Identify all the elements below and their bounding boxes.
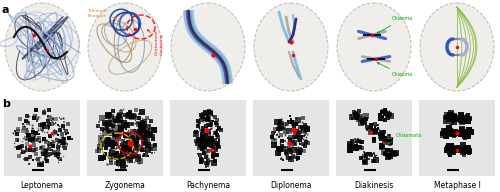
Text: b: b: [2, 99, 10, 109]
Ellipse shape: [420, 3, 494, 91]
Ellipse shape: [337, 3, 411, 91]
Bar: [253, 100, 329, 176]
Text: Metaphase I: Metaphase I: [434, 181, 480, 190]
Text: Chiasma: Chiasma: [378, 63, 413, 78]
Bar: [4, 100, 80, 176]
Text: Pachynema: Pachynema: [186, 181, 230, 190]
Bar: [87, 100, 163, 176]
Text: Telomere
Bouquet: Telomere Bouquet: [87, 9, 117, 19]
Ellipse shape: [171, 3, 245, 91]
Bar: [419, 100, 495, 176]
Text: a: a: [2, 5, 10, 15]
Bar: [170, 100, 246, 176]
Text: Diplonema: Diplonema: [270, 181, 312, 190]
Text: Chiasma: Chiasma: [377, 17, 413, 33]
Ellipse shape: [5, 3, 79, 91]
Bar: [336, 100, 412, 176]
Text: Leptonema: Leptonema: [20, 181, 64, 190]
Text: Chiasmata: Chiasmata: [388, 133, 422, 144]
Text: Zygonema: Zygonema: [104, 181, 146, 190]
Text: Centromere
clustering: Centromere clustering: [148, 29, 164, 55]
Ellipse shape: [88, 3, 162, 91]
Ellipse shape: [254, 3, 328, 91]
Text: Diakinesis: Diakinesis: [354, 181, 394, 190]
